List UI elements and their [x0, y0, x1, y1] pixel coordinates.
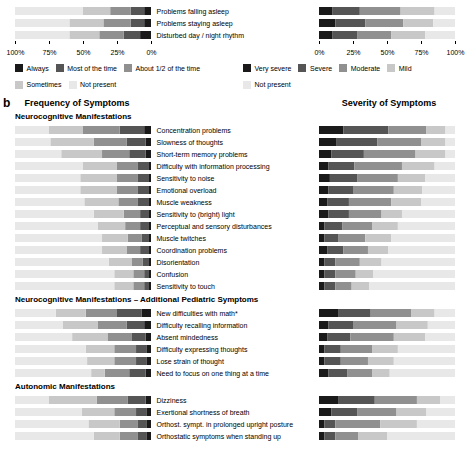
svg-text:Disturbed day / night rhythm: Disturbed day / night rhythm [157, 32, 245, 40]
html-text:About 1/2 of the time: About 1/2 of the time [135, 64, 201, 72]
html-text:Neurocognitive Manifestations: Neurocognitive Manifestations [15, 112, 132, 121]
svg-text:Short-term memory problems: Short-term memory problems [157, 151, 249, 159]
svg-text:100%: 100% [447, 49, 465, 56]
svg-text:Emotional overload: Emotional overload [157, 187, 217, 194]
svg-text:75%: 75% [42, 49, 56, 56]
html-text:Severe: Severe [310, 64, 333, 72]
svg-text:Lose strain of thought: Lose strain of thought [157, 358, 224, 366]
svg-text:Sensitivity to noise: Sensitivity to noise [157, 175, 215, 183]
svg-text:25%: 25% [110, 49, 124, 56]
svg-text:50%: 50% [380, 49, 394, 56]
svg-text:Difficulty with information pr: Difficulty with information processing [157, 163, 270, 171]
svg-text:Sensitivity to (bright) light: Sensitivity to (bright) light [157, 211, 235, 219]
svg-text:Slowness of thoughts: Slowness of thoughts [157, 139, 224, 147]
svg-text:25%: 25% [346, 49, 360, 56]
svg-text:Orthost. sympt. in prolonged u: Orthost. sympt. in prolonged upright pos… [157, 421, 294, 429]
html-text:Not present: Not present [254, 81, 291, 89]
svg-text:Coordination problems: Coordination problems [157, 247, 228, 255]
svg-text:Concentration problems: Concentration problems [157, 127, 232, 135]
html-text:Autonomic Manifestations: Autonomic Manifestations [15, 382, 115, 391]
svg-text:Confusion: Confusion [157, 271, 189, 278]
html-text:Frequency of Symptoms: Frequency of Symptoms [24, 98, 130, 108]
svg-text:0%: 0% [314, 49, 324, 56]
svg-text:Dizziness: Dizziness [157, 397, 187, 404]
svg-text:75%: 75% [414, 49, 428, 56]
html-text:Severity of Symptoms: Severity of Symptoms [341, 98, 437, 108]
svg-text:0%: 0% [146, 49, 156, 56]
svg-text:Perceptual and sensory disturb: Perceptual and sensory disturbances [157, 223, 273, 231]
svg-text:Exertional shortness of breath: Exertional shortness of breath [157, 409, 250, 416]
html-text:Most of the time: Most of the time [67, 64, 117, 72]
html-text:Always: Always [26, 64, 49, 72]
svg-text:Problems falling asleep: Problems falling asleep [157, 8, 229, 16]
svg-text:Muscle twitches: Muscle twitches [157, 235, 207, 242]
html-text:Sometimes: Sometimes [26, 81, 62, 89]
svg-text:Disorientation: Disorientation [157, 259, 200, 266]
svg-text:New difficulties with math*: New difficulties with math* [157, 310, 238, 317]
svg-text:Difficulty expressing thoughts: Difficulty expressing thoughts [157, 346, 248, 354]
svg-text:Sensitivity to touch: Sensitivity to touch [157, 283, 215, 291]
svg-text:Difficulty recalling informati: Difficulty recalling information [157, 322, 248, 330]
svg-text:Orthostatic symptoms when stan: Orthostatic symptoms when standing up [157, 433, 282, 441]
svg-text:50%: 50% [76, 49, 90, 56]
svg-text:Need to focus on one thing at: Need to focus on one thing at a time [157, 370, 270, 378]
html-text:Neurocognitive Manifestations: Neurocognitive Manifestations – Addition… [15, 295, 259, 304]
html-text:Moderate: Moderate [350, 64, 381, 72]
html-text:Not present: Not present [80, 81, 117, 89]
html-text:b: b [3, 96, 11, 110]
html-text:Mild: Mild [398, 64, 412, 72]
svg-text:100%: 100% [7, 49, 25, 56]
svg-text:Muscle weakness: Muscle weakness [157, 199, 213, 206]
svg-text:Absent mindedness: Absent mindedness [157, 334, 219, 341]
html-text:Very severe: Very severe [254, 64, 292, 72]
svg-text:Problems staying asleep: Problems staying asleep [157, 20, 233, 28]
